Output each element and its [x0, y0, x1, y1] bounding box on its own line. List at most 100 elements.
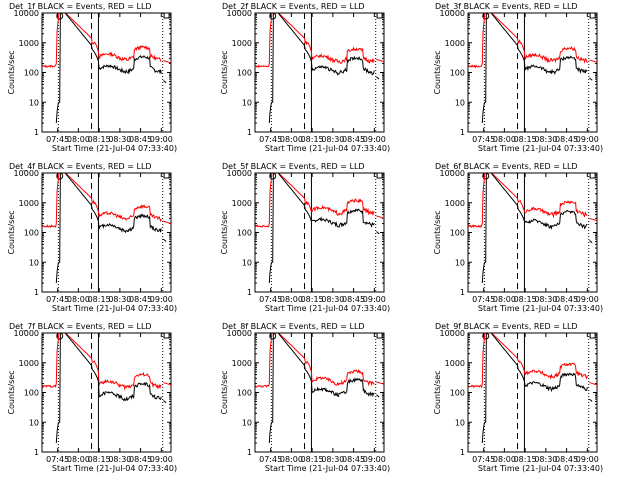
- events-series-line: [55, 173, 162, 284]
- y-tick-label: 100: [237, 389, 252, 398]
- x-tick-label: 08:15: [301, 135, 324, 144]
- detector-panel-5: Det_5f BLACK = Events, RED = LLD 1 10 100 10…: [220, 162, 390, 313]
- x-axis-label: Start Time (21-Jul-04 07:33:40): [52, 304, 177, 313]
- detector-panel-9: Det_9f BLACK = Events, RED = LLD 1 10 100 10…: [433, 322, 603, 473]
- detector-panel-7: Det_7f BLACK = Events, RED = LLD 1 10 100 10…: [7, 322, 177, 473]
- events-series-line: [481, 173, 588, 284]
- y-tick-label: 100: [450, 229, 465, 238]
- plot-frame: [41, 172, 172, 293]
- y-axis-label: Counts/sec: [433, 50, 442, 94]
- events-tail-line: [589, 77, 593, 81]
- x-axis-label: Start Time (21-Jul-04 07:33:40): [52, 144, 177, 153]
- y-tick-label: 1000: [19, 199, 39, 208]
- detector-panel-6: Det_6f BLACK = Events, RED = LLD 1 10 100 10…: [433, 162, 603, 313]
- y-tick-label: 10: [29, 418, 39, 427]
- x-tick-label: 08:45: [555, 135, 578, 144]
- lld-tail-line: [163, 220, 171, 225]
- y-tick-label: 1000: [445, 359, 465, 368]
- x-tick-label: 08:45: [342, 135, 365, 144]
- x-tick-label: 08:30: [534, 135, 557, 144]
- y-tick-label: 10000: [440, 329, 465, 338]
- y-tick-label: 100: [24, 229, 39, 238]
- top-marker: [376, 12, 383, 19]
- y-tick-label: 1: [247, 128, 252, 137]
- y-tick-label: 10: [29, 98, 39, 107]
- events-tail-line: [163, 238, 167, 242]
- top-marker: [56, 172, 64, 180]
- x-tick-label: 08:15: [514, 455, 537, 464]
- panel-title: Det_4f BLACK = Events, RED = LLD: [9, 162, 152, 171]
- x-axis-label: Start Time (21-Jul-04 07:33:40): [478, 304, 603, 313]
- x-tick-label: 08:45: [129, 455, 152, 464]
- y-tick-label: 1: [34, 448, 39, 457]
- y-tick-label: 1000: [445, 39, 465, 48]
- y-tick-label: 10: [242, 418, 252, 427]
- y-tick-label: 1: [460, 448, 465, 457]
- lld-series-line: [255, 13, 375, 69]
- panel-title: Det_5f BLACK = Events, RED = LLD: [222, 162, 365, 171]
- y-axis-label: Counts/sec: [7, 370, 16, 414]
- x-tick-label: 08:30: [534, 455, 557, 464]
- top-marker: [482, 12, 490, 20]
- lld-series-line: [468, 333, 588, 389]
- x-tick-label: 08:00: [280, 295, 303, 304]
- y-axis-label: Counts/sec: [220, 50, 229, 94]
- x-tick-label: 09:00: [363, 455, 386, 464]
- events-series-line: [268, 173, 375, 284]
- y-tick-label: 1: [247, 448, 252, 457]
- lld-tail-line: [163, 382, 171, 386]
- x-tick-label: 09:00: [150, 295, 173, 304]
- lld-tail-line: [163, 60, 171, 64]
- x-tick-label: 09:00: [363, 295, 386, 304]
- lld-series-line: [468, 13, 588, 69]
- top-marker: [269, 172, 277, 180]
- y-tick-label: 10000: [14, 169, 39, 178]
- x-tick-label: 09:00: [576, 295, 599, 304]
- y-tick-label: 100: [450, 389, 465, 398]
- plot-frame: [467, 12, 598, 133]
- lld-series-line: [42, 333, 162, 391]
- events-tail-line: [589, 398, 593, 402]
- y-tick-label: 1000: [232, 199, 252, 208]
- detector-panel-2: Det_2f BLACK = Events, RED = LLD 1 10 100 10…: [220, 2, 390, 153]
- x-tick-label: 07:45: [259, 135, 282, 144]
- x-tick-label: 08:30: [108, 135, 131, 144]
- lld-series-line: [468, 173, 588, 229]
- lld-series-line: [255, 333, 375, 388]
- events-tail-line: [163, 400, 167, 404]
- top-marker: [269, 332, 277, 340]
- panel-title: Det_7f BLACK = Events, RED = LLD: [9, 322, 152, 331]
- x-tick-label: 08:30: [321, 455, 344, 464]
- x-tick-label: 08:30: [534, 295, 557, 304]
- x-tick-label: 08:00: [493, 455, 516, 464]
- y-tick-label: 10: [242, 258, 252, 267]
- plot-frame: [467, 332, 598, 453]
- x-tick-label: 08:00: [493, 135, 516, 144]
- y-tick-label: 100: [24, 69, 39, 78]
- x-tick-label: 07:45: [46, 455, 69, 464]
- events-series-line: [481, 13, 588, 124]
- y-tick-label: 10: [455, 418, 465, 427]
- x-tick-label: 08:00: [280, 455, 303, 464]
- top-marker: [376, 172, 383, 179]
- x-axis-label: Start Time (21-Jul-04 07:33:40): [265, 464, 390, 473]
- x-axis-label: Start Time (21-Jul-04 07:33:40): [478, 464, 603, 473]
- x-tick-label: 07:45: [259, 295, 282, 304]
- y-tick-label: 100: [237, 229, 252, 238]
- top-marker: [163, 12, 170, 19]
- x-tick-label: 08:00: [67, 455, 90, 464]
- plot-frame: [41, 12, 172, 133]
- lld-tail-line: [589, 382, 597, 386]
- x-tick-label: 08:15: [88, 135, 111, 144]
- panel-title: Det_3f BLACK = Events, RED = LLD: [435, 2, 578, 11]
- y-tick-label: 100: [24, 389, 39, 398]
- y-tick-label: 10: [455, 98, 465, 107]
- panel-title: Det_6f BLACK = Events, RED = LLD: [435, 162, 578, 171]
- x-tick-label: 08:15: [301, 455, 324, 464]
- x-tick-label: 08:15: [88, 455, 111, 464]
- x-tick-label: 08:15: [514, 135, 537, 144]
- x-tick-label: 07:45: [472, 135, 495, 144]
- y-tick-label: 10000: [440, 9, 465, 18]
- x-tick-label: 07:45: [46, 295, 69, 304]
- lld-series-line: [255, 173, 375, 228]
